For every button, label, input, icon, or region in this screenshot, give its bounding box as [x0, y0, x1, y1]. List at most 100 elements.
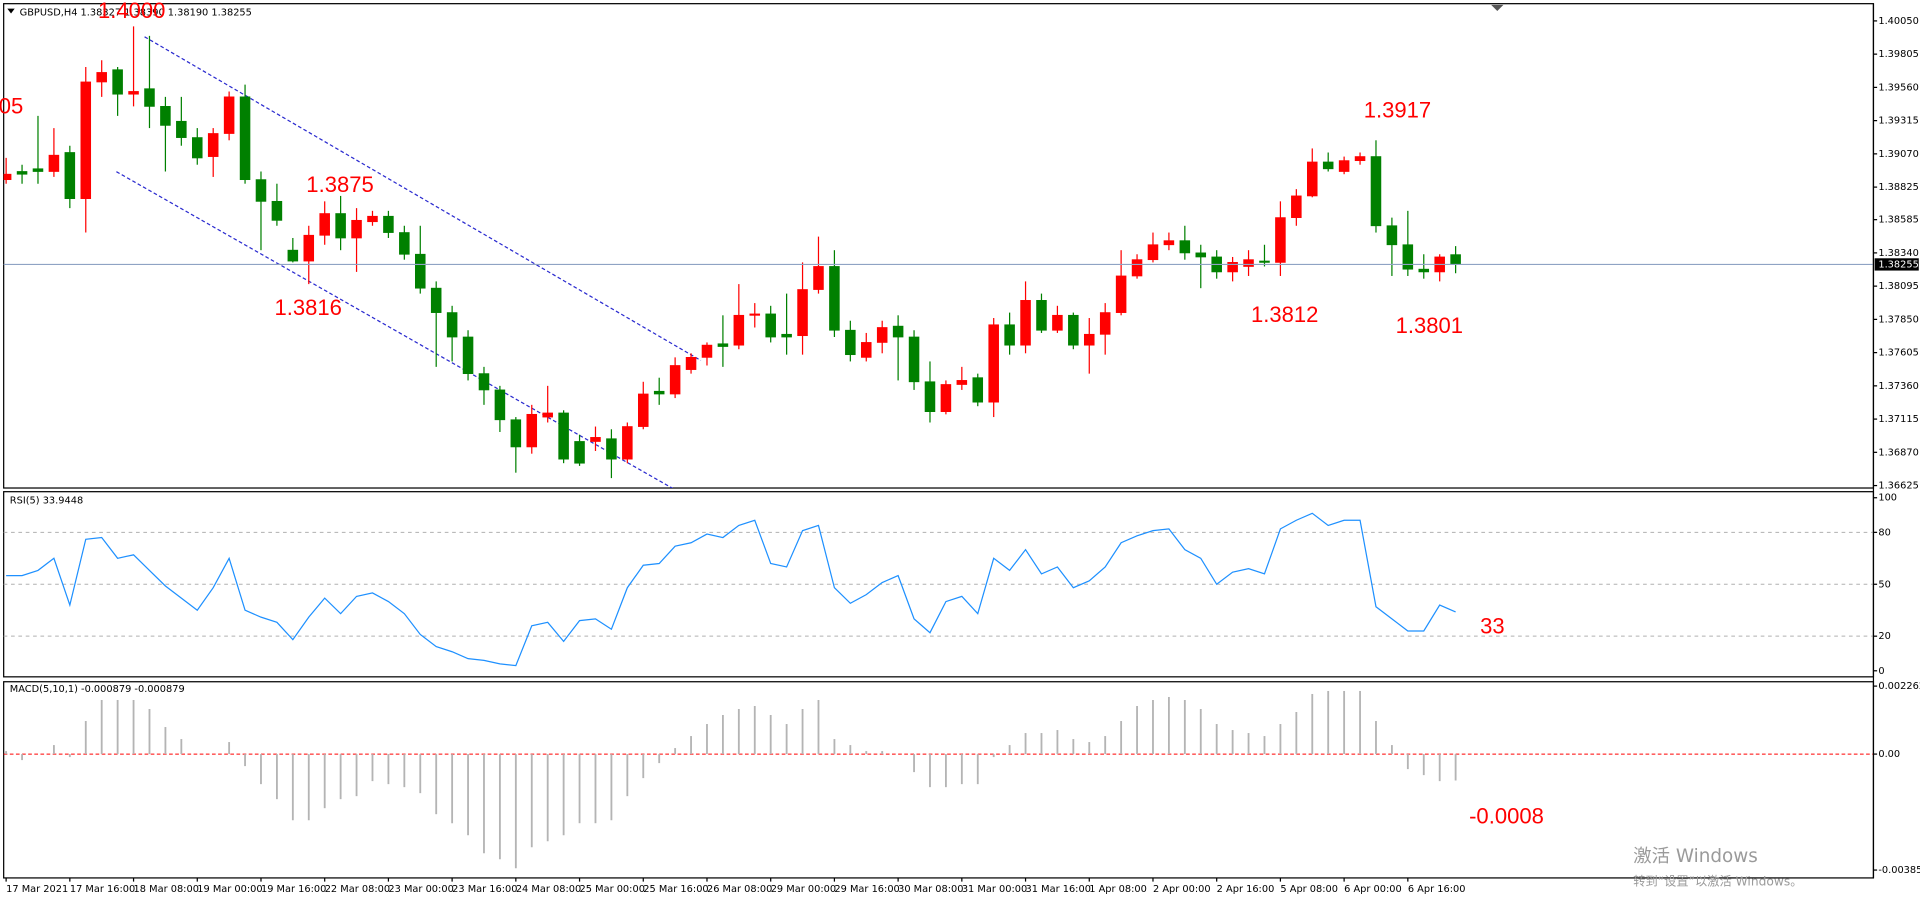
- candle-body: [383, 215, 394, 233]
- candle-body: [1179, 240, 1191, 254]
- candle-body: [876, 327, 888, 343]
- y-tick-label: 1.39560: [1878, 82, 1919, 93]
- candle-body: [797, 289, 808, 337]
- y-tick-label: 1.37605: [1878, 348, 1919, 359]
- annotation: 1.3812: [1251, 302, 1318, 327]
- y-tick-label: 0.002262: [1878, 681, 1920, 692]
- x-tick-label: 31 Mar 00:00: [962, 884, 1027, 895]
- candle-body: [1083, 333, 1095, 346]
- candle-body: [446, 312, 458, 338]
- annotation: 1.3816: [274, 295, 341, 320]
- x-tick-label: 26 Mar 08:00: [707, 884, 772, 895]
- candle-body: [478, 373, 490, 391]
- x-tick-label: 17 Mar 16:00: [70, 884, 135, 895]
- candle-body: [223, 96, 235, 134]
- candle-body: [972, 377, 984, 403]
- y-tick-label: 80: [1878, 527, 1890, 538]
- candle-body: [1131, 259, 1143, 277]
- x-tick-label: 31 Mar 16:00: [1026, 884, 1091, 895]
- candle-body: [239, 96, 251, 181]
- candle-body: [64, 152, 76, 200]
- x-tick-label: 25 Mar 00:00: [580, 884, 645, 895]
- candle-body: [1036, 300, 1047, 331]
- x-tick-label: 30 Mar 08:00: [898, 884, 963, 895]
- chart-title: GBPUSD,H4 1.38327 1.38390 1.38190 1.3825…: [20, 7, 252, 18]
- candle-body: [1195, 252, 1207, 258]
- candle-body: [32, 168, 44, 172]
- candle-body: [48, 154, 60, 172]
- candle-body: [1386, 225, 1398, 246]
- candle-body: [1147, 244, 1159, 261]
- last-price-label: 1.38255: [1878, 259, 1919, 270]
- y-tick-label: -0.003859: [1878, 865, 1920, 876]
- candle-body: [1338, 160, 1350, 172]
- candle-body: [399, 232, 410, 255]
- annotation: 1.3917: [1364, 97, 1431, 122]
- x-tick-label: 24 Mar 08:00: [516, 884, 581, 895]
- candle-body: [892, 325, 904, 338]
- y-tick-label: 1.39315: [1878, 116, 1919, 127]
- x-tick-label: 22 Mar 08:00: [325, 884, 390, 895]
- candle-body: [829, 266, 840, 331]
- watermark: 激活 Windows: [1633, 846, 1758, 867]
- x-tick-label: 1 Apr 08:00: [1089, 884, 1147, 895]
- x-tick-label: 23 Mar 00:00: [388, 884, 453, 895]
- candle-body: [860, 342, 872, 358]
- candle-body: [685, 356, 697, 370]
- candle-body: [1259, 260, 1270, 263]
- candle-body: [845, 329, 856, 356]
- candle-body: [1275, 217, 1286, 263]
- candle-body: [622, 426, 633, 460]
- candle-body: [287, 249, 299, 262]
- candle-body: [510, 419, 522, 448]
- candle-body: [1243, 259, 1254, 267]
- candle-body: [606, 438, 617, 460]
- last-price-box: [1874, 258, 1919, 271]
- watermark: 转到“设置”以激活 Windows。: [1633, 873, 1802, 888]
- candle-body: [160, 106, 171, 126]
- candle-body: [558, 412, 569, 460]
- annotation: 1.3875: [306, 172, 373, 197]
- y-tick-label: 1.39070: [1878, 149, 1919, 160]
- x-tick-label: 5 Apr 08:00: [1280, 884, 1338, 895]
- candle-body: [1418, 268, 1430, 273]
- candle-body: [733, 314, 745, 346]
- candle-body: [80, 81, 92, 200]
- x-tick-label: 6 Apr 00:00: [1344, 884, 1402, 895]
- candle-body: [940, 384, 952, 412]
- x-tick-label: 6 Apr 16:00: [1408, 884, 1466, 895]
- x-tick-label: 29 Mar 00:00: [771, 884, 836, 895]
- y-tick-label: 1.36625: [1878, 481, 1919, 492]
- plot-area: [3, 26, 1461, 479]
- x-tick-label: 18 Mar 08:00: [134, 884, 199, 895]
- x-tick-label: 17 Mar 2021: [6, 884, 68, 895]
- annotation: 33: [1480, 614, 1505, 639]
- annotation: 1.3801: [1396, 313, 1463, 338]
- shift-marker: [1491, 4, 1504, 12]
- x-tick-label: 29 Mar 16:00: [834, 884, 899, 895]
- y-tick-label: 1.36870: [1878, 447, 1919, 458]
- candle-body: [653, 390, 665, 395]
- candle-body: [1068, 314, 1079, 346]
- candle-body: [765, 313, 776, 338]
- candle-body: [1052, 314, 1063, 331]
- channel-line: [116, 171, 674, 489]
- candle-body: [1322, 161, 1334, 170]
- x-tick-label: 2 Apr 16:00: [1217, 884, 1275, 895]
- annotation: -0.0008: [1469, 804, 1544, 829]
- candle-body: [956, 380, 968, 385]
- y-tick-label: 0: [1878, 666, 1884, 677]
- annotation: 1.4000: [98, 0, 165, 23]
- y-tick-label: 1.40050: [1878, 16, 1919, 27]
- rsi-line: [6, 512, 1456, 667]
- candle-body: [924, 381, 936, 412]
- candle-body: [367, 215, 378, 223]
- y-tick-label: 20: [1878, 631, 1890, 642]
- candle-body: [144, 88, 155, 107]
- candle-body: [430, 287, 442, 313]
- candle-body: [319, 213, 330, 236]
- candle-body: [574, 441, 585, 464]
- candle-body: [669, 365, 681, 395]
